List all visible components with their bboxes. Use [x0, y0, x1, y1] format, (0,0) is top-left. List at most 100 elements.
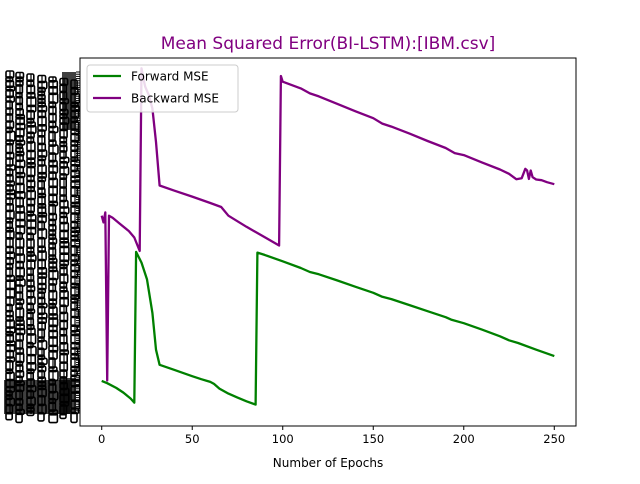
y-tick-glyph: [5, 100, 13, 110]
y-tick-glyph: [15, 302, 23, 310]
y-tick-glyph: [26, 289, 35, 299]
x-tick-label-200: 200: [453, 432, 475, 446]
y-tick-glyph: [48, 247, 57, 257]
y-tick-glyph: [37, 354, 46, 361]
y-tick-glyph: [59, 211, 68, 219]
y-tick-glyph: [70, 186, 79, 198]
y-tick-glyph: [5, 303, 13, 313]
y-tick-glyph: [70, 259, 79, 267]
y-tick-glyph: [26, 246, 35, 254]
y-tick-glyph: [59, 281, 68, 289]
y-tick-glyph: [37, 296, 46, 306]
y-tick-glyph: [37, 179, 45, 190]
y-tick-glyph: [26, 79, 35, 88]
y-tick-glyph: [48, 101, 57, 109]
y-tick-glyph: [70, 220, 79, 230]
y-tick-glyph: [37, 291, 46, 300]
y-tick-glyph: [26, 273, 35, 282]
y-tick-glyph: [26, 136, 35, 144]
y-tick-glyph: [5, 267, 14, 278]
y-tick-glyph: [37, 90, 46, 97]
y-tick-glyph: [59, 186, 67, 197]
x-tick-label-50: 50: [185, 432, 200, 446]
y-tick-glyph: [48, 229, 57, 237]
y-tick-glyph: [37, 305, 46, 316]
y-tick-glyph: [59, 173, 68, 180]
y-tick-glyph: [48, 218, 57, 227]
y-tick-glyph: [59, 304, 68, 315]
y-tick-glyph: [5, 113, 14, 123]
y-tick-glyph: [26, 311, 34, 320]
y-tick-glyph: [26, 267, 34, 276]
y-tick-glyph: [5, 197, 14, 206]
y-tick-glyph: [70, 156, 79, 162]
y-tick-glyph: [48, 120, 57, 129]
y-tick-glyph: [70, 164, 79, 173]
x-tick-label-0: 0: [98, 432, 105, 446]
y-tick-glyph: [59, 194, 68, 203]
y-tick-glyph: [59, 177, 67, 189]
y-tick-glyph: [37, 369, 46, 380]
x-tick-label-250: 250: [543, 432, 565, 446]
y-tick-glyph: [15, 84, 24, 95]
y-tick-glyph: [5, 126, 13, 134]
y-tick-glyph: [26, 302, 35, 311]
y-tick-glyph: [26, 210, 35, 217]
y-tick-glyph-block: [62, 72, 76, 130]
y-tick-glyph: [5, 107, 14, 116]
y-tick-glyph: [15, 291, 24, 301]
x-axis: 0 50 100 150 200 250: [98, 426, 565, 446]
legend: Forward MSE Backward MSE: [86, 64, 239, 113]
legend-box: [86, 64, 239, 113]
y-tick-glyph: [26, 232, 35, 241]
y-tick-glyph: [5, 221, 14, 230]
y-tick-glyph: [37, 328, 46, 339]
chart-title: Mean Squared Error(BI-LSTM):[IBM.csv]: [161, 34, 496, 54]
y-tick-glyph: [37, 220, 46, 231]
y-tick-glyph: [15, 95, 24, 106]
y-tick-glyph: [5, 76, 14, 83]
y-tick-glyph: [48, 152, 57, 163]
y-tick-glyph: [15, 231, 23, 241]
y-tick-glyph: [15, 102, 24, 111]
y-tick-glyph: [15, 360, 24, 367]
y-tick-glyph: [59, 136, 68, 144]
y-tick-glyph: [15, 284, 24, 294]
y-tick-glyph: [59, 141, 68, 148]
y-tick-glyph: [26, 341, 34, 349]
y-tick-glyph: [48, 302, 57, 309]
y-tick-glyph: [37, 336, 45, 343]
legend-label-forward: Forward MSE: [131, 70, 209, 84]
y-tick-glyph: [5, 143, 14, 155]
y-tick-glyph: [48, 233, 57, 241]
x-axis-label: Number of Epochs: [273, 456, 383, 470]
y-tick-glyph: [48, 283, 57, 293]
y-tick-glyph: [59, 412, 67, 420]
y-tick-glyph: [37, 347, 45, 357]
series-lines: [100, 67, 555, 406]
y-tick-glyph: [15, 339, 24, 350]
y-tick-glyph: [15, 143, 23, 150]
y-tick-glyph: [48, 254, 57, 261]
y-tick-glyph: [5, 217, 14, 224]
y-tick-glyph: [37, 362, 45, 369]
y-tick-glyph: [70, 149, 79, 159]
y-tick-glyph: [26, 317, 35, 327]
y-tick-glyph: [5, 262, 14, 270]
series-line-1: [100, 67, 555, 382]
y-tick-glyph: [70, 324, 78, 333]
y-tick-glyph: [70, 301, 79, 311]
y-tick-glyph: [5, 368, 14, 375]
y-tick-glyph-block: [4, 380, 70, 414]
plot-area: [79, 57, 577, 427]
y-tick-glyph: [5, 168, 14, 177]
y-tick-glyph: [48, 130, 56, 142]
y-tick-glyph: [48, 242, 57, 250]
y-tick-glyph: [48, 357, 56, 369]
y-tick-glyph: [59, 150, 67, 160]
y-tick-glyph: [70, 139, 79, 147]
y-tick-glyph: [59, 327, 68, 337]
y-tick-glyph: [48, 203, 57, 216]
legend-label-backward: Backward MSE: [131, 92, 219, 106]
